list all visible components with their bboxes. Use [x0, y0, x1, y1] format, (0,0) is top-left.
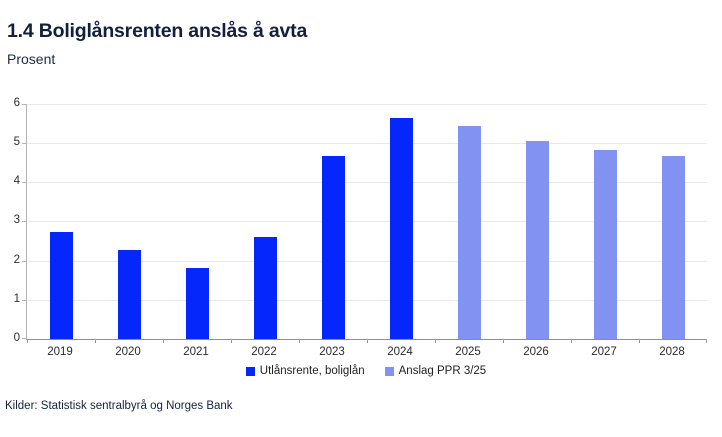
legend-label: Utlånsrente, boliglån	[259, 365, 365, 377]
legend-item-2: Anslag PPR 3/25	[384, 365, 487, 377]
x-tickmark-0	[27, 339, 28, 343]
x-axis-label-2025: 2025	[455, 346, 481, 358]
gridline-4	[27, 182, 707, 183]
gridline-1	[27, 300, 707, 301]
chart-legend: Utlånsrente, boliglån Anslag PPR 3/25	[26, 365, 706, 377]
x-axis-label-2028: 2028	[659, 346, 685, 358]
y-tickmark-2	[22, 261, 26, 262]
legend-swatch-icon	[245, 366, 255, 376]
gridline-3	[27, 221, 707, 222]
bar-2021	[185, 268, 209, 339]
gridline-2	[27, 261, 707, 262]
bar-2026	[525, 141, 549, 339]
bar-2019	[49, 232, 73, 339]
x-axis-label-2027: 2027	[591, 346, 617, 358]
x-tickmark-6	[435, 339, 436, 343]
y-tickmark-4	[22, 182, 26, 183]
y-axis-label-5: 5	[13, 136, 20, 148]
gridline-5	[27, 143, 707, 144]
chart-subtitle: Prosent	[7, 51, 56, 67]
x-tickmark-7	[503, 339, 504, 343]
y-axis-label-3: 3	[13, 214, 20, 226]
legend-label: Anslag PPR 3/25	[398, 365, 487, 377]
y-tickmark-5	[22, 143, 26, 144]
bar-2024	[389, 118, 413, 339]
x-axis-labels: 2019 2020 2021 2022 2023 2024 2025 2026 2027 2028	[26, 346, 706, 360]
bar-2025	[457, 126, 481, 339]
y-tickmark-6	[22, 104, 26, 105]
x-tickmark-9	[639, 339, 640, 343]
y-tickmark-3	[22, 221, 26, 222]
y-axis-label-2: 2	[13, 254, 20, 266]
chart-title: 1.4 Boliglånsrenten anslås å avta	[7, 20, 308, 42]
bar-2027	[593, 150, 617, 339]
x-axis-label-2020: 2020	[115, 346, 141, 358]
x-tickmark-10	[706, 339, 707, 343]
y-tickmark-0	[22, 338, 26, 339]
y-axis-label-1: 1	[13, 293, 20, 305]
y-axis-label-0: 0	[13, 332, 20, 344]
y-axis-label-4: 4	[13, 175, 20, 187]
x-tickmark-1	[95, 339, 96, 343]
gridline-6	[27, 104, 707, 105]
bar-2022	[253, 237, 277, 339]
x-axis-label-2023: 2023	[319, 346, 345, 358]
x-axis-label-2022: 2022	[251, 346, 277, 358]
legend-item-1: Utlånsrente, boliglån	[245, 365, 365, 377]
x-axis-label-2019: 2019	[47, 346, 73, 358]
y-axis-label-6: 6	[13, 97, 20, 109]
x-axis-label-2026: 2026	[523, 346, 549, 358]
y-tickmark-1	[22, 300, 26, 301]
legend-swatch-icon	[384, 366, 394, 376]
x-tickmark-3	[231, 339, 232, 343]
bar-2023	[321, 156, 345, 339]
x-tickmark-5	[367, 339, 368, 343]
x-axis-label-2021: 2021	[183, 346, 209, 358]
bar-2020	[117, 250, 141, 339]
x-tickmark-8	[571, 339, 572, 343]
plot-area	[22, 104, 707, 343]
x-axis-label-2024: 2024	[387, 346, 413, 358]
x-tickmark-4	[299, 339, 300, 343]
x-tickmark-2	[163, 339, 164, 343]
source-note: Kilder: Statistisk sentralbyrå og Norges…	[5, 400, 233, 412]
y-axis-labels: 0 1 2 3 4 5 6	[0, 97, 20, 344]
bar-2028	[661, 156, 685, 339]
